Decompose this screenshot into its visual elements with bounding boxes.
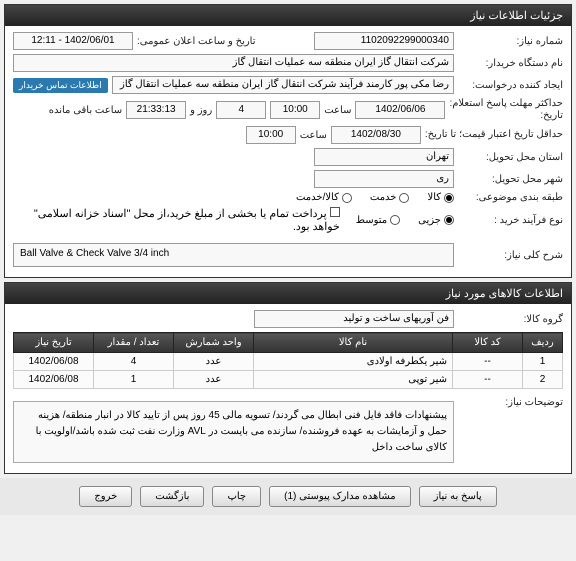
col-date: تاریخ نیاز bbox=[14, 333, 94, 353]
cat-service-label: خدمت bbox=[370, 192, 397, 203]
table-cell: 1402/06/08 bbox=[14, 371, 94, 389]
need-title-field: Ball Valve & Check Valve 3/4 inch bbox=[13, 243, 454, 267]
announce-label: تاریخ و ساعت اعلان عمومی: bbox=[137, 36, 256, 47]
table-cell: عدد bbox=[174, 353, 254, 371]
table-cell: عدد bbox=[174, 371, 254, 389]
time-label-1: ساعت bbox=[324, 105, 351, 116]
category-radio-group: کالا خدمت کالا/خدمت bbox=[296, 192, 454, 203]
radio-goods-service[interactable] bbox=[342, 193, 352, 203]
province-field: تهران bbox=[314, 148, 454, 166]
contact-badge[interactable]: اطلاعات تماس خریدار bbox=[13, 78, 108, 93]
days-remaining-field: 4 bbox=[216, 101, 266, 119]
desc-box: پیشنهادات فاقد فایل فنی ابطال می گردند/ … bbox=[13, 401, 454, 463]
table-row[interactable]: 2--شیر توپیعدد11402/06/08 bbox=[14, 371, 563, 389]
col-qty: تعداد / مقدار bbox=[94, 333, 174, 353]
validity-date-field: 1402/08/30 bbox=[331, 126, 421, 144]
payment-note: پرداخت تمام یا بخشی از مبلغ خرید،از محل … bbox=[34, 208, 340, 233]
table-cell: 1402/06/08 bbox=[14, 353, 94, 371]
category-label: طبقه بندی موضوعی: bbox=[458, 192, 563, 203]
requester-field: رضا مکی پور کارمند فرآیند شرکت انتقال گا… bbox=[112, 76, 454, 94]
group-label: گروه کالا: bbox=[458, 314, 563, 325]
group-field: فن آوریهای ساخت و تولید bbox=[254, 310, 454, 328]
panel2-body: گروه کالا: فن آوریهای ساخت و تولید ردیف … bbox=[5, 304, 571, 473]
panel2-header: اطلاعات کالاهای مورد نیاز bbox=[5, 283, 571, 304]
city-label: شهر محل تحویل: bbox=[458, 174, 563, 185]
city-field: ری bbox=[314, 170, 454, 188]
buy-minor-label: جزیی bbox=[418, 215, 441, 226]
buyer-field: شرکت انتقال گاز ایران منطقه سه عملیات ان… bbox=[13, 54, 454, 72]
goods-table: ردیف کد کالا نام کالا واحد شمارش تعداد /… bbox=[13, 332, 563, 389]
radio-goods[interactable] bbox=[444, 193, 454, 203]
buy-medium-label: متوسط bbox=[356, 215, 387, 226]
col-name: نام کالا bbox=[254, 333, 453, 353]
deadline-label: حداکثر مهلت پاسخ استعلام:تاریخ: bbox=[449, 98, 563, 122]
goods-panel: اطلاعات کالاهای مورد نیاز گروه کالا: فن … bbox=[4, 282, 572, 474]
buyer-label: نام دستگاه خریدار: bbox=[458, 58, 563, 69]
cat-goods-label: کالا bbox=[427, 192, 441, 203]
table-cell: -- bbox=[453, 353, 523, 371]
payment-checkbox[interactable] bbox=[330, 207, 340, 217]
radio-service[interactable] bbox=[399, 193, 409, 203]
table-cell: 2 bbox=[523, 371, 563, 389]
button-bar: پاسخ به نیاز مشاهده مدارک پیوستی (1) چاپ… bbox=[0, 478, 576, 515]
panel1-body: شماره نیاز: 1102092299000340 تاریخ و ساع… bbox=[5, 26, 571, 277]
deadline-date-field: 1402/06/06 bbox=[355, 101, 445, 119]
announce-field: 1402/06/01 - 12:11 bbox=[13, 32, 133, 50]
radio-minor[interactable] bbox=[444, 215, 454, 225]
attachments-button[interactable]: مشاهده مدارک پیوستی (1) bbox=[269, 486, 411, 507]
buy-type-radio-group: جزیی متوسط bbox=[356, 215, 454, 226]
desc-label: توضیحات نیاز: bbox=[458, 397, 563, 408]
time-label-2: ساعت bbox=[300, 130, 327, 141]
respond-button[interactable]: پاسخ به نیاز bbox=[419, 486, 497, 507]
print-button[interactable]: چاپ bbox=[212, 486, 261, 507]
need-info-panel: جزئیات اطلاعات نیاز شماره نیاز: 11020922… bbox=[4, 4, 572, 278]
panel1-header: جزئیات اطلاعات نیاز bbox=[5, 5, 571, 26]
table-cell: 1 bbox=[94, 371, 174, 389]
table-row[interactable]: 1--شیر یکطرفه اولادیعدد41402/06/08 bbox=[14, 353, 563, 371]
table-cell: شیر یکطرفه اولادی bbox=[254, 353, 453, 371]
deadline-time-field: 10:00 bbox=[270, 101, 320, 119]
cat-goods-service-label: کالا/خدمت bbox=[296, 192, 339, 203]
province-label: استان محل تحویل: bbox=[458, 152, 563, 163]
table-cell: 1 bbox=[523, 353, 563, 371]
time-remaining-field: 21:33:13 bbox=[126, 101, 186, 119]
radio-medium[interactable] bbox=[390, 215, 400, 225]
table-cell: 4 bbox=[94, 353, 174, 371]
need-title-label: شرح کلی نیاز: bbox=[458, 250, 563, 261]
table-cell: -- bbox=[453, 371, 523, 389]
requester-label: ایجاد کننده درخواست: bbox=[458, 80, 563, 91]
exit-button[interactable]: خروج bbox=[79, 486, 132, 507]
table-cell: شیر توپی bbox=[254, 371, 453, 389]
col-row: ردیف bbox=[523, 333, 563, 353]
buy-type-label: نوع فرآیند خرید : bbox=[458, 215, 563, 226]
day-and-label: روز و bbox=[190, 105, 212, 116]
validity-time-field: 10:00 bbox=[246, 126, 296, 144]
col-unit: واحد شمارش bbox=[174, 333, 254, 353]
validity-label: حداقل تاریخ اعتبار قیمت؛ تا تاریخ: bbox=[425, 129, 563, 141]
remaining-suffix: ساعت باقی مانده bbox=[49, 105, 122, 116]
need-no-label: شماره نیاز: bbox=[458, 36, 563, 47]
back-button[interactable]: بازگشت bbox=[140, 486, 204, 507]
col-code: کد کالا bbox=[453, 333, 523, 353]
need-no-field: 1102092299000340 bbox=[314, 32, 454, 50]
